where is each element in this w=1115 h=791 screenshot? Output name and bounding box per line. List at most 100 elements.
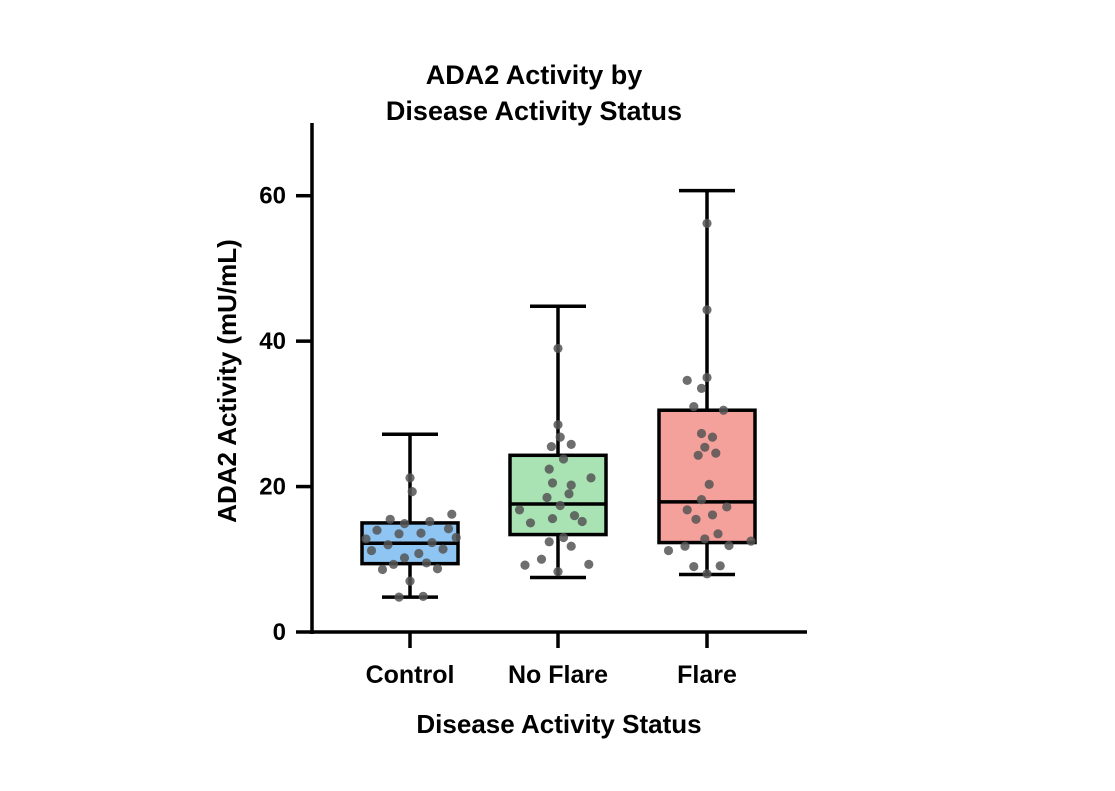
data-point (416, 528, 426, 538)
data-point (696, 383, 707, 394)
plot-area (360, 188, 757, 602)
data-point (566, 439, 576, 449)
y-axis-label: ADA2 Activity (mU/mL) (212, 239, 242, 523)
data-point (525, 518, 536, 528)
y-tick-label: 20 (259, 474, 286, 501)
data-point (432, 564, 443, 574)
data-point (682, 375, 692, 386)
data-point (566, 541, 576, 551)
data-point (569, 511, 580, 521)
x-axis-label: Disease Activity Status (416, 709, 701, 739)
data-point (693, 450, 703, 460)
data-point (555, 432, 565, 442)
data-point (715, 561, 725, 571)
box-iqr (657, 408, 757, 545)
data-point (746, 536, 756, 546)
data-point (704, 479, 714, 489)
data-point (553, 567, 563, 577)
x-tick-label: No Flare (508, 661, 608, 689)
y-axis-ticks: 0 20 40 60 (259, 183, 312, 646)
points-group-no-flare (514, 343, 596, 577)
data-point (547, 478, 558, 488)
data-point (438, 544, 448, 554)
data-point (536, 554, 547, 564)
data-point (682, 505, 692, 515)
data-point (553, 420, 563, 430)
data-point (544, 537, 554, 547)
data-point (366, 545, 377, 556)
data-point (514, 505, 525, 515)
data-point (425, 516, 435, 527)
data-point (713, 529, 723, 539)
data-point (555, 500, 565, 511)
data-point (547, 513, 558, 524)
data-point (700, 534, 710, 544)
data-point (427, 537, 437, 548)
box-iqr (508, 453, 608, 537)
data-point (707, 432, 718, 442)
points-group-flare (663, 218, 756, 579)
data-point (691, 514, 701, 524)
data-point (383, 540, 393, 550)
data-point (558, 454, 569, 464)
data-point (399, 519, 410, 529)
x-axis-ticks: Control No Flare Flare (366, 632, 737, 689)
data-point (722, 502, 732, 512)
chart-title: ADA2 Activity by Disease Activity Status (386, 60, 682, 126)
data-point (544, 464, 554, 474)
data-point (558, 532, 569, 543)
data-point (542, 492, 552, 503)
data-point (696, 428, 707, 439)
data-point (696, 495, 707, 505)
points-group-control (361, 473, 461, 602)
data-point (407, 487, 417, 497)
data-point (702, 372, 712, 383)
box-group-flare (657, 188, 757, 577)
y-tick-label: 0 (273, 619, 286, 646)
data-point (689, 401, 699, 412)
data-point (663, 545, 674, 556)
data-point (702, 305, 712, 315)
data-point (546, 441, 557, 452)
data-point (711, 448, 721, 458)
data-point (447, 509, 457, 519)
data-point (553, 343, 563, 354)
data-point (394, 529, 404, 539)
data-point (724, 540, 734, 551)
data-point (584, 559, 594, 569)
chart-title-line-1: ADA2 Activity by (426, 60, 643, 90)
data-point (566, 480, 576, 490)
box-group-no-flare (508, 304, 608, 580)
data-point (702, 569, 712, 579)
box-group-control (360, 432, 460, 599)
data-point (405, 576, 415, 586)
x-tick-label: Control (366, 661, 455, 689)
data-point (421, 558, 432, 568)
data-point (707, 510, 718, 520)
data-point (689, 561, 699, 572)
data-point (680, 541, 690, 551)
data-point (700, 442, 710, 452)
data-point (451, 532, 461, 543)
data-point (377, 564, 388, 575)
data-point (372, 525, 382, 535)
data-point (520, 560, 530, 570)
data-point (577, 516, 587, 527)
y-tick-label: 60 (259, 183, 286, 210)
data-point (414, 548, 424, 559)
data-point (399, 553, 410, 563)
data-point (405, 473, 415, 483)
chart-title-line-2: Disease Activity Status (386, 96, 682, 126)
data-point (361, 534, 371, 544)
y-tick-label: 40 (259, 328, 286, 355)
data-point (443, 524, 454, 534)
x-tick-label: Flare (677, 661, 737, 689)
data-point (702, 218, 712, 228)
data-point (718, 405, 729, 415)
data-point (394, 592, 404, 602)
data-point (388, 559, 399, 569)
data-point (586, 473, 596, 483)
data-point (564, 489, 574, 499)
data-point (418, 591, 428, 601)
